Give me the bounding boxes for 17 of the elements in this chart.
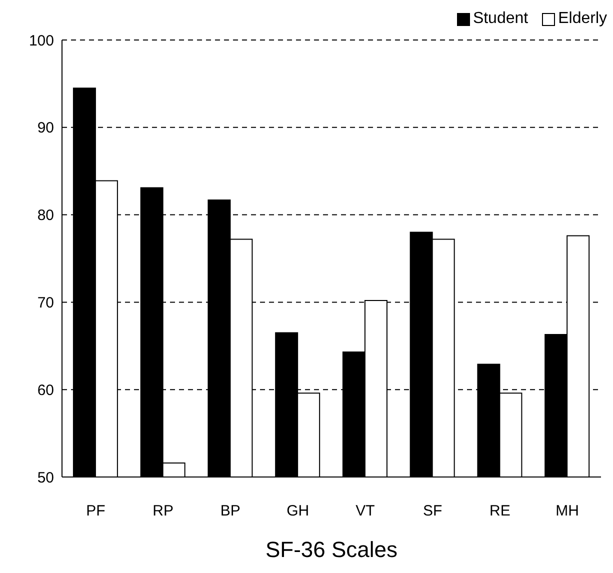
legend-label: Student <box>472 10 528 28</box>
x-axis-title: SF-36 Scales <box>265 537 398 562</box>
y-tick-label: 100 <box>28 32 54 50</box>
x-tick-label: SF <box>422 502 442 520</box>
x-tick-label: MH <box>556 502 579 520</box>
y-tick-label: 80 <box>37 207 54 224</box>
y-tick-label: 90 <box>37 120 54 137</box>
y-tick-label: 70 <box>37 294 54 312</box>
x-tick-label: BP <box>220 502 240 520</box>
x-tick-label: RE <box>490 502 510 520</box>
legend-label: Elderly <box>558 10 607 28</box>
x-tick-label: RP <box>152 502 174 520</box>
x-tick-label: VT <box>356 502 375 520</box>
x-tick-label: PF <box>86 502 106 520</box>
x-tick-label: GH <box>286 502 310 520</box>
y-tick-label: 50 <box>37 469 54 486</box>
y-tick-label: 60 <box>37 382 54 399</box>
